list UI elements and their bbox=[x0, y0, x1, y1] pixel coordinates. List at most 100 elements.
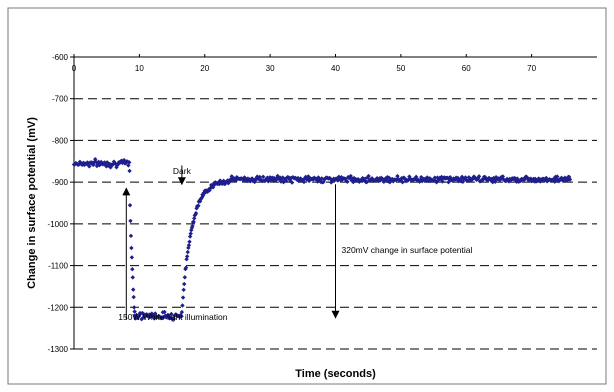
y-axis-title: Change in surface potential (mV) bbox=[26, 117, 38, 289]
x-tick-label: 60 bbox=[462, 64, 471, 73]
data-point bbox=[125, 159, 130, 164]
data-point bbox=[107, 161, 112, 167]
data-point bbox=[437, 175, 443, 180]
data-point bbox=[265, 175, 270, 180]
data-point bbox=[476, 174, 482, 179]
data-point bbox=[188, 231, 193, 236]
data-point bbox=[129, 245, 134, 251]
x-tick-label: 50 bbox=[396, 64, 405, 73]
data-point bbox=[345, 179, 350, 184]
data-point bbox=[381, 179, 387, 185]
y-tick-label: -1200 bbox=[48, 303, 69, 312]
data-point bbox=[400, 180, 405, 185]
data-point bbox=[182, 275, 188, 280]
y-tick-label: -1100 bbox=[48, 262, 68, 271]
data-point bbox=[193, 210, 199, 216]
data-point bbox=[500, 174, 506, 179]
data-point bbox=[289, 180, 295, 185]
data-point bbox=[560, 177, 565, 182]
data-point bbox=[561, 178, 566, 184]
data-point bbox=[489, 176, 495, 182]
data-point bbox=[535, 178, 540, 183]
data-point bbox=[192, 216, 197, 221]
data-point bbox=[440, 179, 445, 184]
data-point bbox=[139, 316, 144, 322]
data-point bbox=[131, 287, 136, 292]
data-point bbox=[567, 177, 573, 182]
data-point bbox=[539, 178, 545, 183]
data-point bbox=[556, 179, 562, 184]
data-point bbox=[182, 281, 187, 287]
data-point bbox=[171, 316, 177, 322]
data-point bbox=[196, 203, 201, 208]
data-point bbox=[191, 219, 196, 225]
data-point bbox=[189, 225, 195, 231]
data-point bbox=[185, 249, 190, 255]
chart-area-border bbox=[7, 7, 607, 385]
data-point bbox=[87, 164, 92, 169]
data-point bbox=[187, 239, 192, 244]
data-point bbox=[455, 175, 461, 181]
data-point bbox=[496, 176, 501, 181]
y-tick-label: -900 bbox=[52, 178, 69, 187]
data-point bbox=[366, 173, 371, 179]
data-point bbox=[186, 243, 192, 248]
data-point bbox=[179, 314, 184, 319]
data-point bbox=[492, 177, 497, 183]
y-tick-label: -800 bbox=[52, 136, 69, 145]
x-tick-label: 20 bbox=[200, 64, 209, 73]
data-point bbox=[129, 255, 135, 260]
data-point bbox=[364, 179, 370, 185]
data-point bbox=[136, 313, 142, 319]
data-point bbox=[169, 311, 174, 317]
data-point bbox=[555, 174, 560, 179]
data-point bbox=[131, 294, 136, 300]
data-point bbox=[521, 177, 527, 183]
data-point bbox=[179, 309, 185, 315]
data-point bbox=[283, 178, 289, 184]
data-point bbox=[128, 233, 134, 239]
x-tick-label: 70 bbox=[527, 64, 536, 73]
data-point bbox=[301, 179, 307, 185]
data-point bbox=[190, 223, 195, 229]
data-point bbox=[413, 176, 418, 182]
data-point bbox=[369, 176, 375, 181]
y-tick-label: -1000 bbox=[48, 220, 69, 229]
data-point bbox=[131, 305, 137, 310]
data-point bbox=[565, 178, 570, 183]
data-point bbox=[289, 175, 294, 181]
x-axis-title: Time (seconds) bbox=[295, 368, 376, 380]
data-point bbox=[260, 174, 266, 179]
data-point bbox=[152, 311, 158, 316]
data-point bbox=[98, 159, 104, 165]
data-point bbox=[133, 316, 138, 321]
y-tick-label: -1300 bbox=[48, 345, 69, 354]
data-point bbox=[189, 227, 194, 233]
data-point bbox=[271, 178, 276, 184]
data-point bbox=[187, 234, 193, 239]
data-point bbox=[512, 175, 517, 181]
y-tick-label: -600 bbox=[52, 53, 69, 62]
data-point bbox=[162, 309, 167, 315]
data-point bbox=[212, 182, 218, 187]
data-point bbox=[123, 160, 129, 166]
data-point bbox=[180, 303, 185, 308]
data-point bbox=[113, 161, 118, 167]
data-point bbox=[470, 177, 475, 182]
data-point bbox=[222, 181, 228, 187]
data-point bbox=[168, 315, 173, 321]
data-point bbox=[522, 176, 528, 181]
data-point bbox=[183, 265, 189, 270]
data-point bbox=[349, 178, 354, 183]
data-point bbox=[127, 160, 132, 165]
x-tick-label: 10 bbox=[135, 64, 144, 73]
data-point bbox=[417, 179, 422, 184]
data-point bbox=[180, 295, 186, 300]
annotation-illumination: 150W White light illumination bbox=[118, 312, 227, 322]
y-tick-label: -700 bbox=[52, 95, 69, 104]
data-point bbox=[77, 159, 83, 165]
data-point bbox=[130, 267, 135, 272]
x-tick-label: 0 bbox=[72, 64, 77, 73]
